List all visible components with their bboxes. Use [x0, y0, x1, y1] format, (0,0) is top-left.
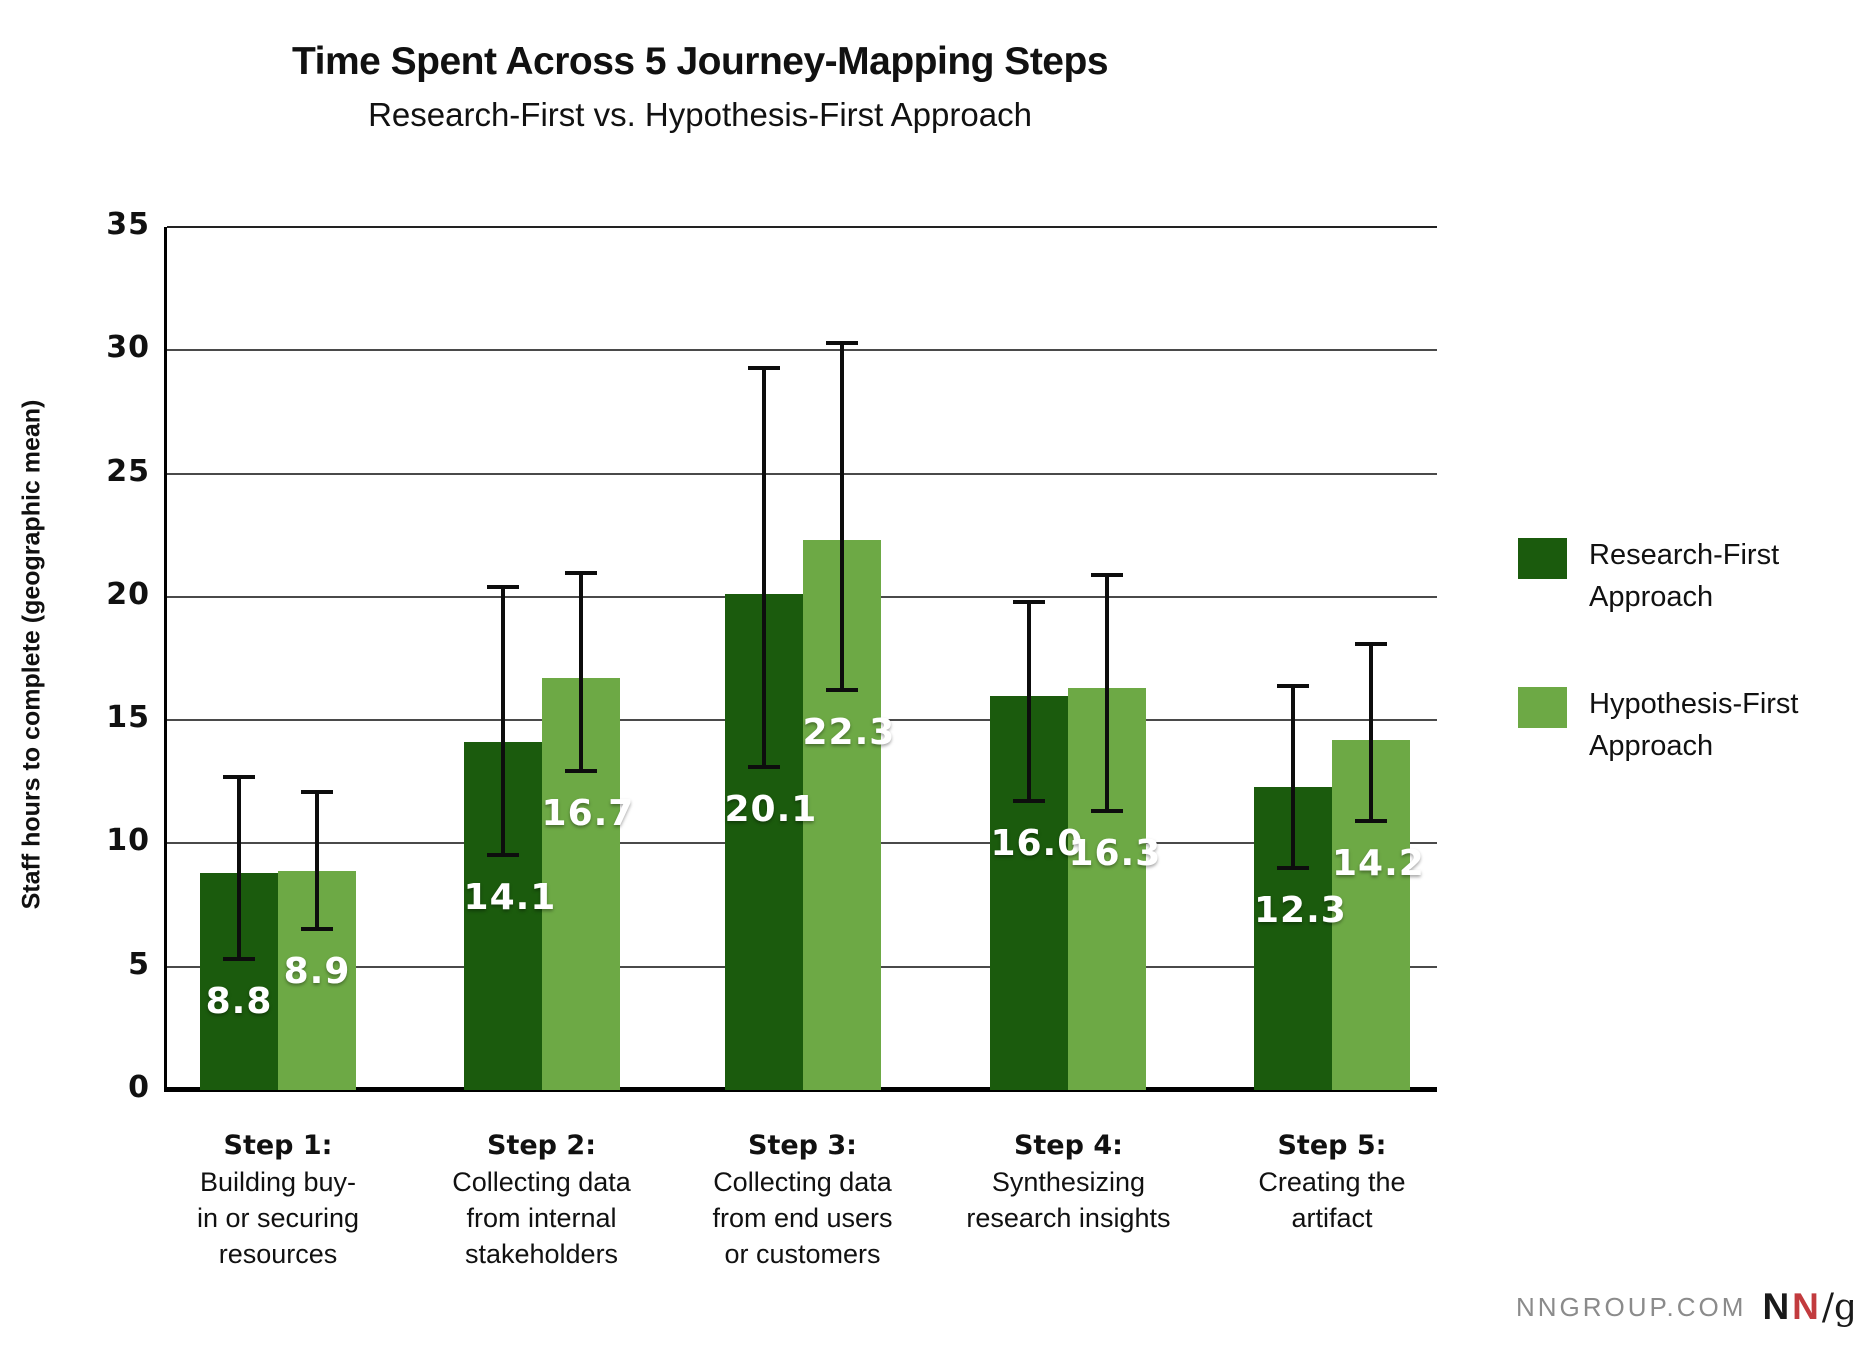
- y-tick-15: 15: [106, 700, 150, 736]
- category-label-step-4: Step 4: Synthesizing research insights: [918, 1128, 1218, 1236]
- category-line: resources: [218, 1239, 338, 1269]
- category-line: or customers: [724, 1239, 881, 1269]
- category-step-title: Step 2:: [487, 1130, 596, 1161]
- nng-logo-slash-g: /g: [1821, 1286, 1853, 1328]
- nng-logo-n2: N: [1792, 1286, 1819, 1327]
- y-tick-10: 10: [106, 823, 150, 859]
- error-bar-line: [839, 345, 844, 689]
- footer-site-text: NNGROUP.COM: [1516, 1291, 1747, 1322]
- error-bar-cap-top: [1276, 684, 1309, 689]
- bar-value-label: 14.1: [463, 877, 557, 919]
- y-tick-0: 0: [128, 1070, 150, 1105]
- category-label-step-3: Step 3: Collecting data from end users or c…: [653, 1128, 953, 1272]
- error-bar-line: [1027, 604, 1032, 800]
- bar-value-label: 20.1: [724, 788, 818, 830]
- legend-swatch: [1518, 538, 1567, 579]
- error-bar-cap-bottom: [1013, 799, 1046, 804]
- error-bar-cap-bottom: [222, 956, 255, 961]
- category-line: Collecting data: [452, 1167, 631, 1197]
- error-bar-cap-top: [300, 790, 333, 795]
- chart-subtitle: Research-First vs. Hypothesis-First Appr…: [368, 96, 1032, 133]
- category-line: stakeholders: [464, 1239, 619, 1269]
- category-line: Creating the: [1258, 1167, 1406, 1197]
- category-line: from end users: [712, 1203, 893, 1233]
- y-tick-5: 5: [128, 946, 150, 982]
- plot-area: 8.8 14.1 20.1 16.0 12.3 8.9 16.7 22.3 16.3 14.2 St…: [164, 226, 1437, 1269]
- bar-value-label: 12.3: [1253, 889, 1347, 931]
- y-tick-25: 25: [106, 453, 150, 489]
- error-bar-cap-top: [486, 585, 519, 590]
- category-label-step-2: Step 2: Collecting data from internal stake…: [392, 1128, 692, 1272]
- error-bar-line: [500, 589, 505, 854]
- footer: NNGROUP.COM N N /g: [1516, 1286, 1853, 1328]
- y-tick-20: 20: [106, 576, 150, 612]
- nng-logo: N N /g: [1762, 1286, 1853, 1328]
- error-bar-line: [236, 779, 241, 957]
- error-bar-cap-bottom: [1354, 818, 1387, 823]
- y-axis-line: [164, 227, 167, 1090]
- bar-value-label: 14.2: [1331, 842, 1425, 884]
- gridline-25: [167, 472, 1437, 475]
- error-bar-cap-top: [222, 775, 255, 780]
- bar-value-label: 16.3: [1068, 832, 1162, 874]
- bar-value-label: 16.0: [990, 823, 1084, 865]
- category-line: Collecting data: [713, 1167, 892, 1197]
- error-bar-cap-bottom: [564, 769, 597, 774]
- y-tick-35: 35: [106, 207, 150, 242]
- error-bar-line: [578, 574, 583, 770]
- error-bar-line: [314, 794, 319, 928]
- error-bar-cap-top: [747, 366, 780, 370]
- category-line: artifact: [1291, 1203, 1373, 1233]
- error-bar-cap-top: [1013, 600, 1046, 605]
- bar-value-label: 8.9: [283, 951, 351, 993]
- error-bar-cap-top: [564, 570, 597, 575]
- error-bar-cap-bottom: [747, 764, 780, 769]
- category-step-title: Step 5:: [1277, 1130, 1387, 1161]
- y-tick-30: 30: [106, 330, 150, 366]
- error-bar-line: [761, 370, 766, 765]
- bar-value-label: 16.7: [541, 793, 635, 835]
- category-label-step-5: Step 5: Creating the artifact: [1182, 1128, 1482, 1236]
- legend-entry-hypothesis-first: Hypothesis-First Approach: [1518, 687, 1839, 767]
- legend-label: Research-First Approach: [1589, 539, 1780, 613]
- error-bar-cap-bottom: [1276, 865, 1309, 870]
- nng-logo-n1: N: [1762, 1286, 1790, 1327]
- error-bar-cap-bottom: [300, 927, 333, 932]
- bar-value-label: 8.8: [205, 980, 273, 1022]
- chart-title: Time Spent Across 5 Journey-Mapping Step…: [291, 40, 1109, 83]
- category-line: from internal: [466, 1203, 617, 1233]
- gridline-35: [167, 226, 1437, 228]
- error-bar-cap-top: [825, 341, 858, 346]
- error-bar-cap-top: [1091, 573, 1124, 578]
- error-bar-line: [1368, 646, 1373, 819]
- error-bar-cap-bottom: [825, 688, 858, 693]
- legend-entry-research-first: Research-First Approach: [1518, 538, 1839, 618]
- legend-swatch: [1518, 687, 1567, 728]
- error-bar-cap-bottom: [1091, 808, 1124, 813]
- error-bar-cap-bottom: [486, 853, 519, 858]
- category-step-title: Step 3:: [748, 1130, 857, 1161]
- category-line: research insights: [966, 1203, 1171, 1233]
- legend-label: Hypothesis-First Approach: [1589, 688, 1799, 762]
- bar-value-label: 22.3: [802, 712, 896, 754]
- category-step-title: Step 1:: [223, 1130, 333, 1161]
- error-bar-cap-top: [1354, 642, 1387, 647]
- gridline-30: [167, 349, 1437, 352]
- category-line: Synthesizing: [991, 1167, 1145, 1197]
- error-bar-line: [1105, 577, 1110, 809]
- category-label-step-1: Step 1: Building buy-in or securing resour…: [128, 1128, 428, 1272]
- category-line: Building buy-: [199, 1167, 357, 1197]
- category-line: in or securing: [196, 1203, 360, 1233]
- error-bar-line: [1290, 688, 1295, 866]
- category-step-title: Step 4:: [1013, 1130, 1123, 1161]
